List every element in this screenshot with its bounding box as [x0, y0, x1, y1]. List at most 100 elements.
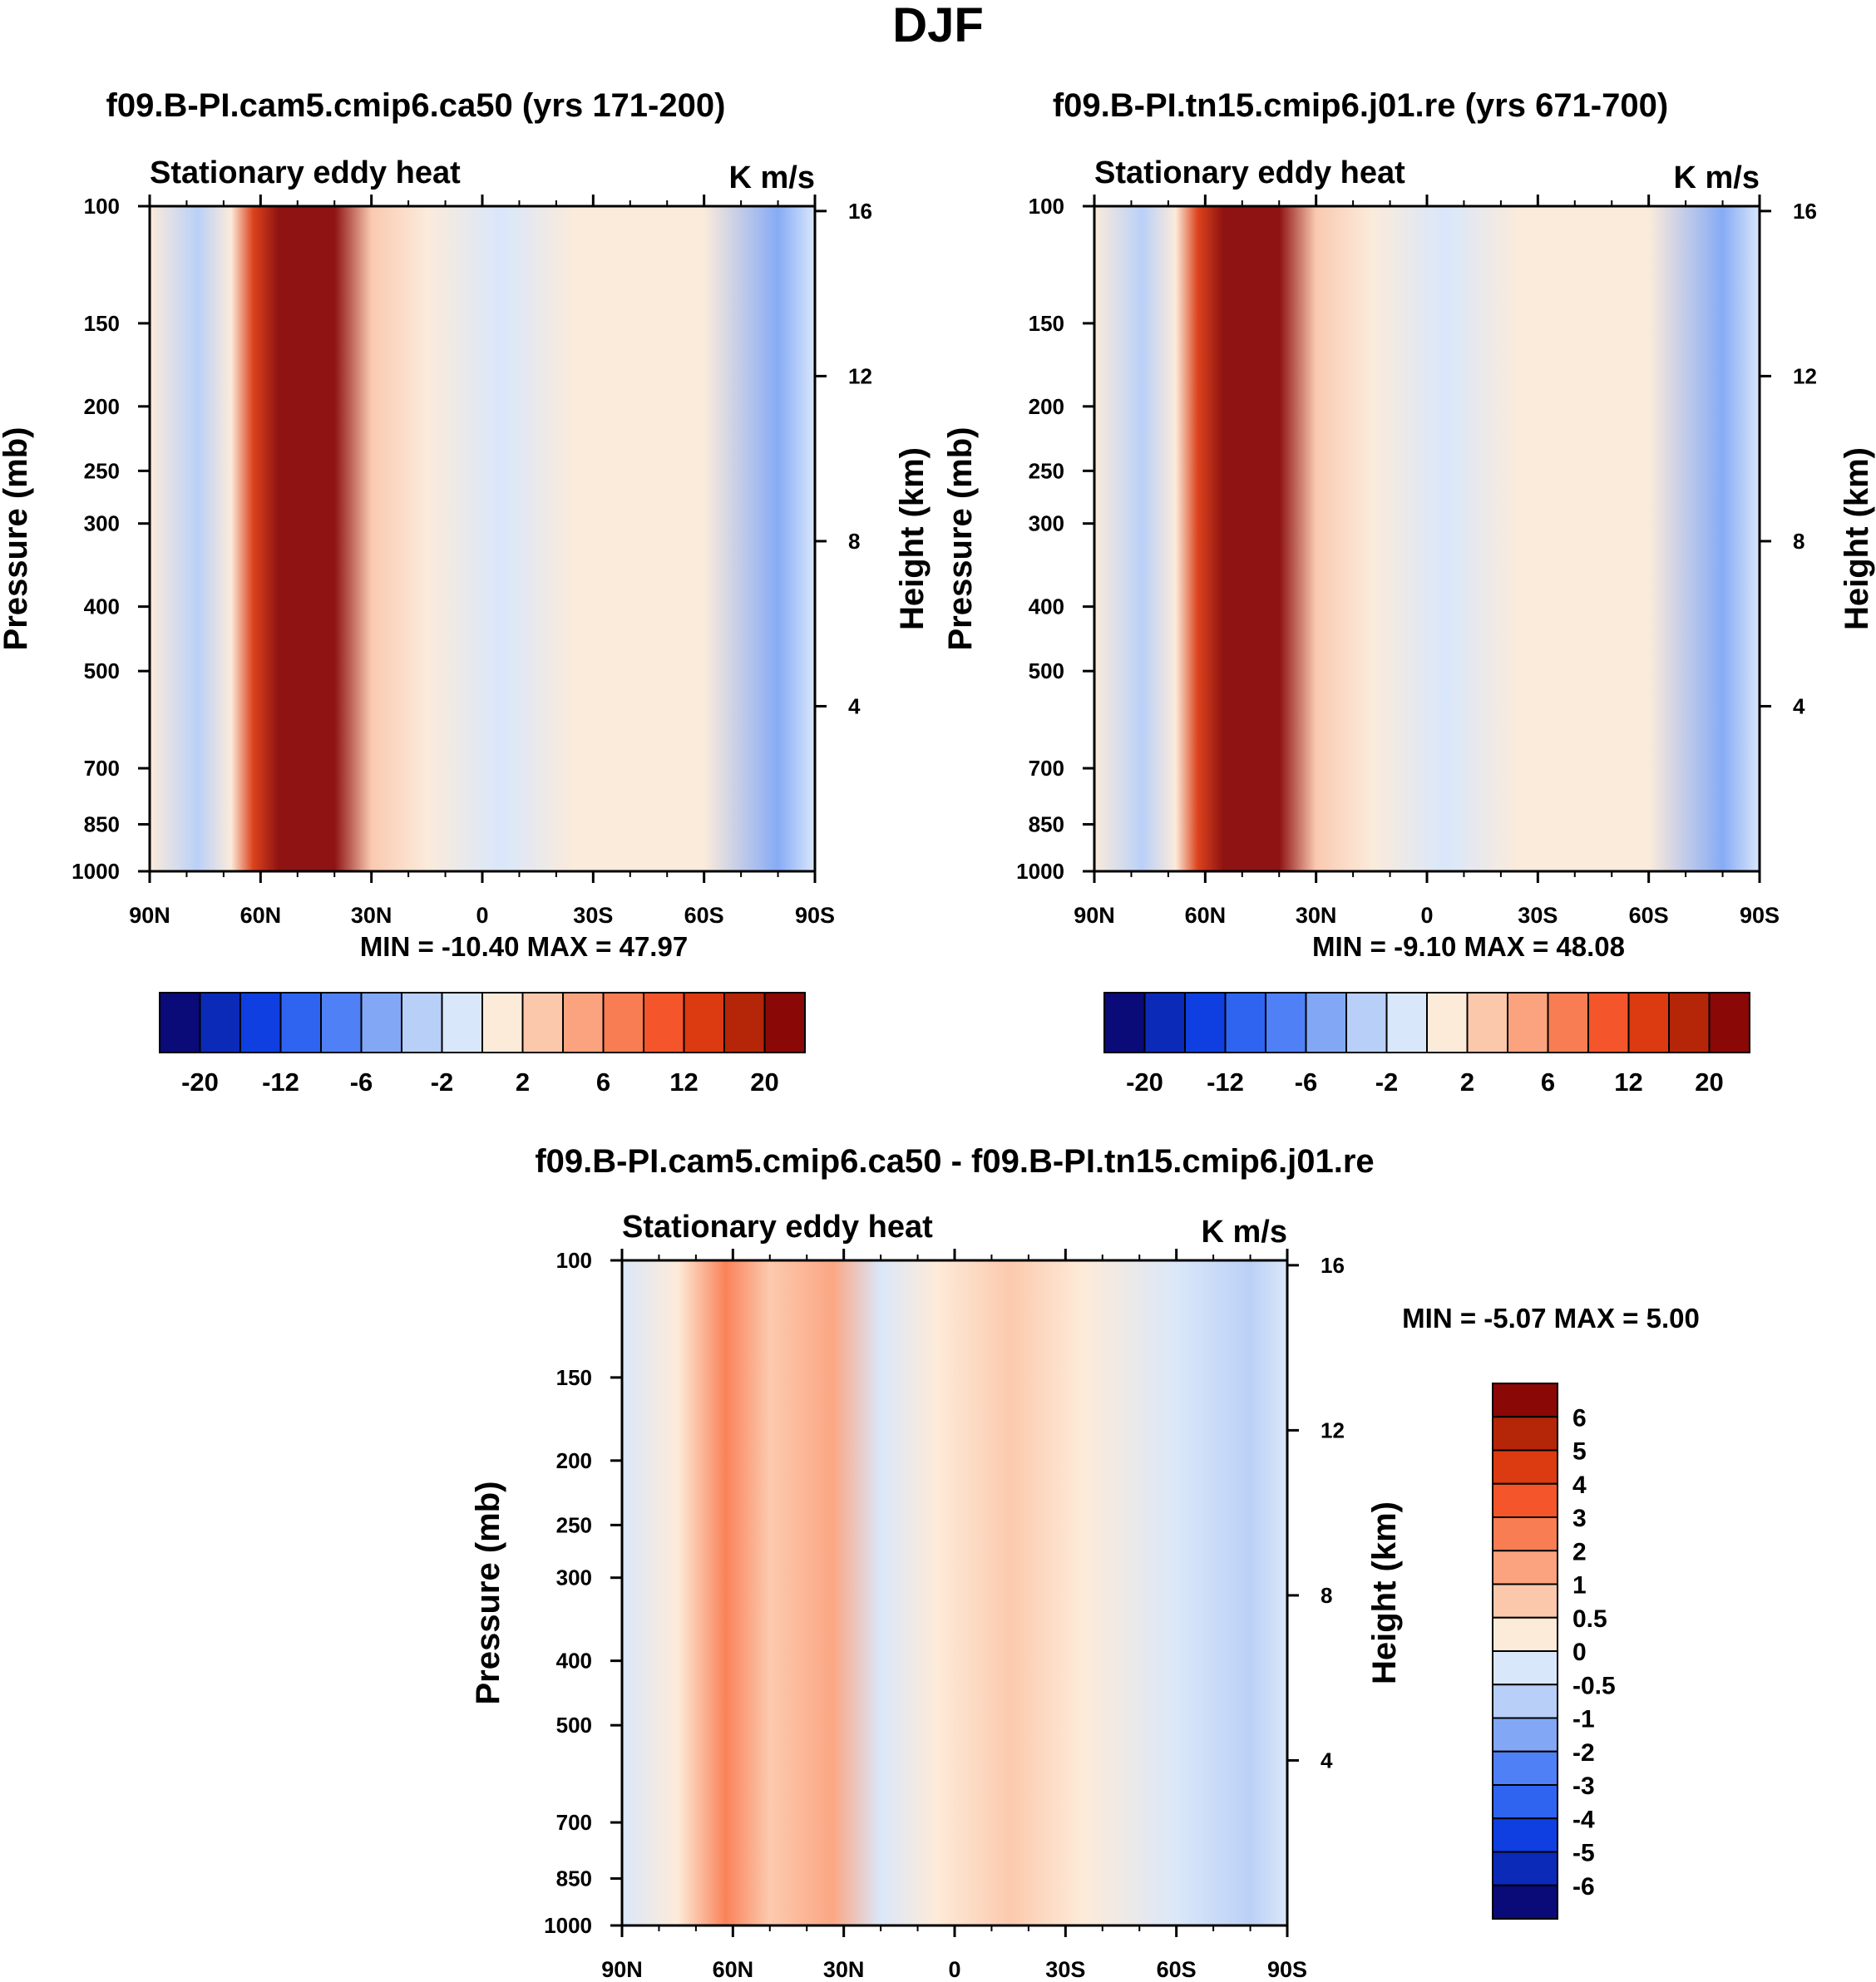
colorbar-label: -20: [181, 1067, 219, 1097]
colorbar-box: [1224, 992, 1266, 1053]
colorbar-box: [239, 992, 282, 1053]
colorbar-box: [1385, 992, 1428, 1053]
colorbar-box: [1507, 992, 1549, 1053]
height-tick-label: 8: [1321, 1583, 1332, 1608]
colorbar-label: 6: [1572, 1404, 1587, 1432]
colorbar-box: [1492, 1784, 1558, 1820]
colorbar-box: [360, 992, 402, 1053]
left-string: Stationary eddy heat: [1094, 155, 1405, 190]
colorbar-box: [1492, 1383, 1558, 1418]
colorbar-box: [320, 992, 363, 1053]
colorbar-box: [1492, 1482, 1558, 1518]
x-tick-label: 90N: [1074, 903, 1115, 928]
colorbar-label: 2: [516, 1067, 530, 1097]
min-max-label: MIN = -10.40 MAX = 47.97: [360, 931, 688, 962]
y-axis-title: Pressure (mb): [0, 427, 34, 651]
colorbar-diff: 6 5 4 3 2 1 0.5 0 -0.5 -1 -2 -3 -4 -5 -6: [1492, 1383, 1616, 1920]
contour-field: [1094, 206, 1760, 871]
colorbar-box: [1103, 992, 1146, 1053]
colorbar-box: [1492, 1449, 1558, 1485]
colorbar-box: [481, 992, 524, 1053]
y-tick-label: 150: [556, 1365, 592, 1390]
x-tick-label: 90S: [795, 903, 835, 928]
colorbar-label: 20: [750, 1067, 778, 1097]
x-tick-label: 30S: [1045, 1957, 1085, 1982]
y-tick-label: 150: [84, 311, 120, 336]
colorbar-box: [521, 992, 564, 1053]
colorbar-label: 12: [669, 1067, 698, 1097]
y-tick-label: 200: [556, 1448, 592, 1473]
colorbar-box: [1492, 1616, 1558, 1652]
y-tick-label: 100: [1029, 194, 1064, 219]
height-tick-label: 8: [848, 529, 860, 554]
contour-field: [622, 1260, 1287, 1925]
y-tick-label: 700: [84, 756, 120, 781]
colorbar-box: [1627, 992, 1670, 1053]
panel-title: f09.B-PI.cam5.cmip6.ca50 (yrs 171-200): [106, 87, 726, 124]
colorbar-label: 12: [1614, 1067, 1642, 1097]
height-tick-label: 12: [1793, 363, 1817, 388]
colorbar-label: -1: [1572, 1706, 1595, 1733]
min-max-label: MIN = -9.10 MAX = 48.08: [1312, 931, 1625, 962]
colorbar-label: 0.5: [1572, 1605, 1607, 1633]
colorbar-box: [1426, 992, 1469, 1053]
left-string: Stationary eddy heat: [622, 1210, 933, 1245]
height-axis-title: Height (km): [894, 447, 931, 630]
colorbar-box: [562, 992, 605, 1053]
colorbar-label: -6: [1295, 1067, 1318, 1097]
colorbar-label: 2: [1460, 1067, 1474, 1097]
height-tick-label: 4: [848, 693, 861, 718]
height-tick-label: 16: [848, 199, 872, 224]
colorbar-box: [1492, 1817, 1558, 1853]
x-tick-label: 90S: [1740, 903, 1780, 928]
colorbar-label: 1: [1572, 1572, 1587, 1600]
colorbar-box: [1668, 992, 1711, 1053]
left-string: Stationary eddy heat: [150, 155, 461, 190]
x-tick-label: 60S: [1629, 903, 1669, 928]
y-tick-label: 400: [1029, 594, 1064, 619]
colorbar-box: [1492, 1583, 1558, 1619]
colorbar-box: [1184, 992, 1227, 1053]
units-label: K m/s: [1674, 160, 1760, 195]
y-tick-label: 1000: [72, 859, 120, 884]
colorbar-box: [441, 992, 483, 1053]
colorbar-label: -6: [1572, 1873, 1595, 1901]
figure-title: DJF: [892, 0, 984, 52]
colorbar-box: [602, 992, 644, 1053]
colorbar-label: -2: [1572, 1739, 1595, 1767]
y-axis-title: Pressure (mb): [470, 1482, 506, 1705]
y-tick-label: 250: [84, 458, 120, 483]
colorbar-label: 20: [1695, 1067, 1723, 1097]
x-tick-label: 30S: [573, 903, 613, 928]
colorbar-box: [723, 992, 766, 1053]
panel-diff: f09.B-PI.cam5.cmip6.ca50 - f09.B-PI.tn15…: [470, 1143, 1700, 1982]
panel-b: f09.B-PI.tn15.cmip6.j01.re (yrs 671-700)…: [942, 87, 1875, 1097]
colorbar-label: -3: [1572, 1772, 1595, 1800]
height-axis-title: Height (km): [1839, 447, 1875, 630]
y-tick-label: 500: [84, 658, 120, 683]
y-tick-label: 500: [556, 1713, 592, 1738]
colorbar-label: 6: [596, 1067, 610, 1097]
colorbar-box: [763, 992, 806, 1053]
height-tick-label: 4: [1321, 1748, 1333, 1772]
x-tick-label: 0: [948, 1957, 960, 1982]
colorbar-box: [1265, 992, 1307, 1053]
colorbar-label: -20: [1126, 1067, 1163, 1097]
panel-title: f09.B-PI.cam5.cmip6.ca50 - f09.B-PI.tn15…: [535, 1143, 1374, 1180]
colorbar-box: [401, 992, 443, 1053]
x-tick-label: 30N: [1296, 903, 1337, 928]
colorbar-box: [1492, 1851, 1558, 1886]
colorbar-label: -0.5: [1572, 1672, 1616, 1699]
colorbar-label: -2: [1375, 1067, 1399, 1097]
x-tick-label: 60N: [713, 1957, 754, 1982]
colorbar-box: [1345, 992, 1388, 1053]
colorbar-box: [159, 992, 201, 1053]
contour-field: [150, 206, 815, 871]
height-axis-title: Height (km): [1366, 1501, 1403, 1684]
y-tick-label: 200: [1029, 394, 1064, 419]
y-tick-label: 300: [556, 1565, 592, 1590]
height-tick-label: 12: [848, 363, 872, 388]
colorbar-label: 5: [1572, 1438, 1587, 1466]
colorbar-box: [1143, 992, 1186, 1053]
